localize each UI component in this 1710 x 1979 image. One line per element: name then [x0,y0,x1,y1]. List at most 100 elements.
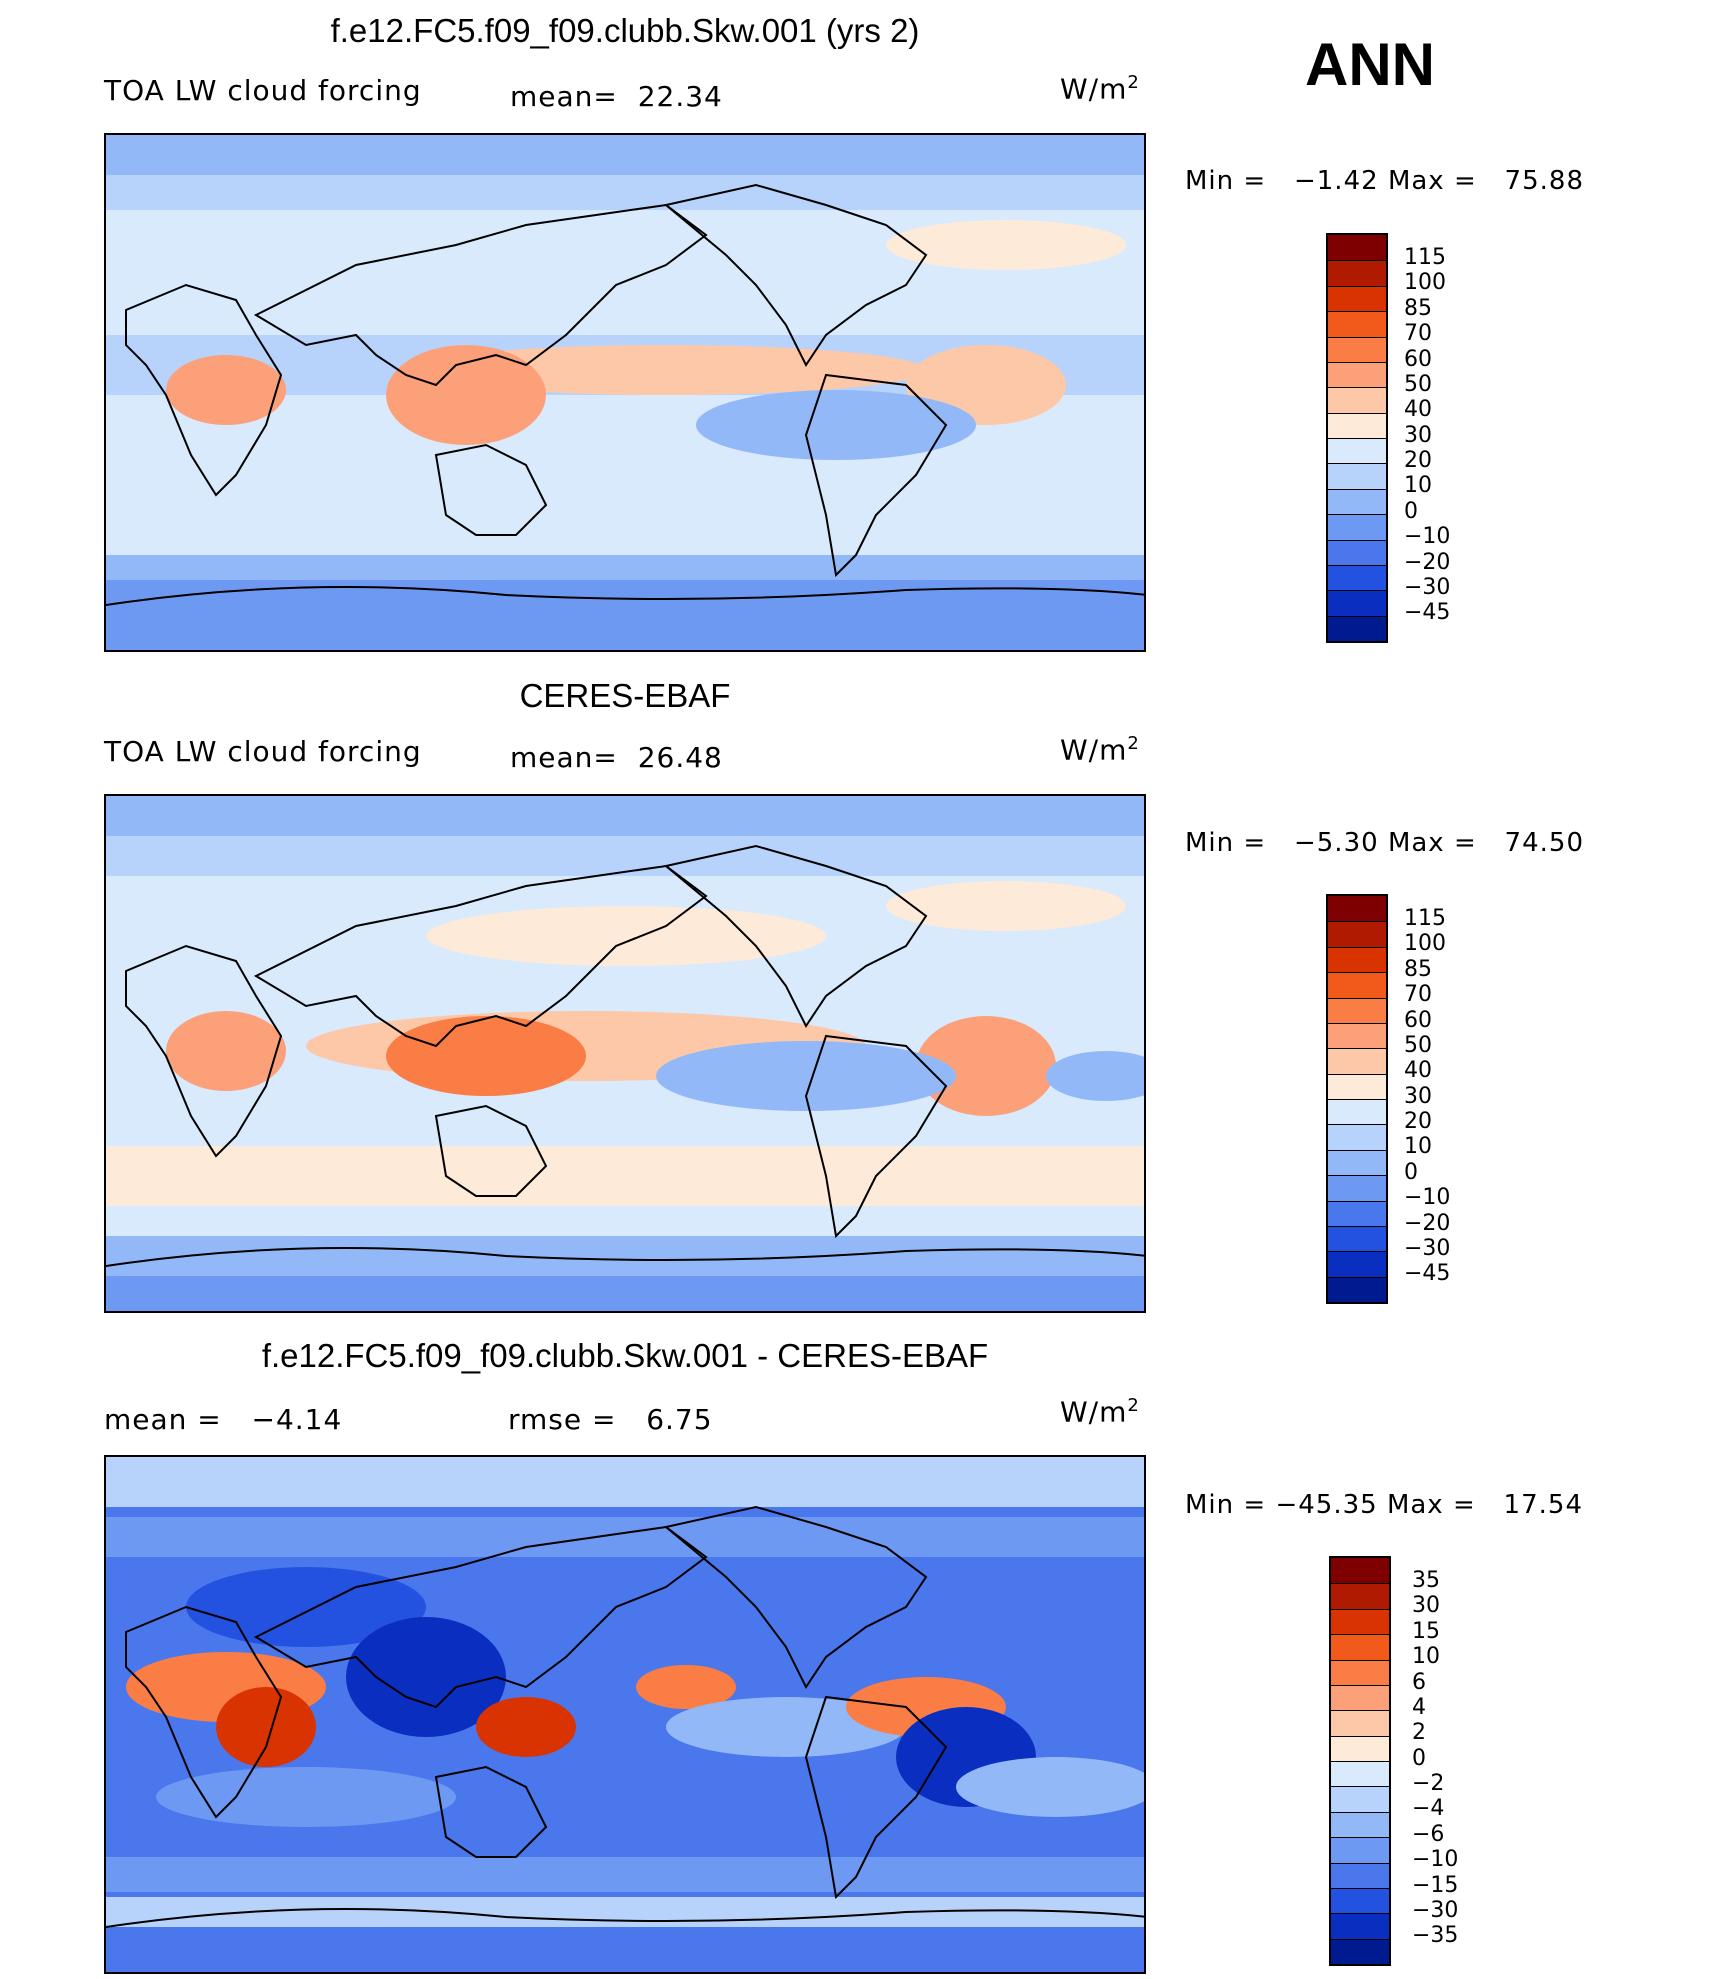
colorbar-tick-label: −10 [1412,1847,1459,1873]
colorbar-swatch [1328,1225,1386,1252]
colorbar-swatch [1331,1583,1389,1609]
panel-1-variable-label: TOA LW cloud forcing [104,74,422,107]
panel-1-max-value: 75.88 [1504,166,1584,196]
colorbar-tick-label: 20 [1404,1109,1432,1134]
colorbar-swatch [1331,1862,1389,1888]
colorbar-tick-label: 20 [1404,448,1432,473]
panel-3-title: f.e12.FC5.f09_f09.clubb.Skw.001 - CERES-… [261,1337,989,1374]
panel-3-mean-label: mean = −4.14 [104,1403,343,1436]
colorbar-swatch [1328,997,1386,1023]
colorbar-swatch [1331,1684,1389,1711]
colorbar-swatch [1328,361,1386,388]
colorbar-tick-label: 15 [1412,1618,1440,1644]
colorbar-tick-label: −20 [1404,1210,1451,1236]
colorbar-swatch [1328,1048,1386,1074]
colorbar-swatch [1328,896,1386,922]
colorbar-tick-label: 10 [1404,473,1432,499]
colorbar-swatch [1331,1761,1389,1787]
panel-1-mean-value: 22.34 [637,80,723,113]
panel-3-rmse-value: 6.75 [646,1403,713,1436]
colorbar-tick-label: −30 [1404,574,1451,600]
panel-2-minmax: Min = −5.30 Max = 74.50 [1185,828,1584,858]
colorbar-swatch [1331,1938,1389,1964]
colorbar-swatch [1328,235,1386,261]
panel-2-mean-label: mean= 26.48 [510,741,723,774]
colorbar-swatch [1328,1276,1386,1302]
panel-1-map [104,133,1146,652]
colorbar-swatch [1328,387,1386,413]
colorbar-swatch [1331,1786,1389,1812]
colorbar-tick-label: −20 [1404,549,1451,575]
panel-2-variable-label: TOA LW cloud forcing [104,735,422,768]
colorbar-tick-label: −30 [1412,1897,1459,1923]
colorbar-swatch [1328,1073,1386,1099]
colorbar-swatch [1328,463,1386,489]
panel-1-colorbar [1326,233,1388,643]
colorbar-tick-label: 85 [1404,295,1432,321]
colorbar-tick-label: 10 [1404,1134,1432,1160]
colorbar-tick-label: −6 [1412,1821,1445,1847]
panel-3-mean-value: −4.14 [251,1403,343,1436]
panel-1-minmax: Min = −1.42 Max = 75.88 [1185,166,1584,196]
colorbar-tick-label: 70 [1404,982,1432,1008]
colorbar-swatch [1331,1608,1389,1635]
colorbar-swatch [1331,1837,1389,1863]
colorbar-tick-label: 100 [1404,931,1446,957]
colorbar-swatch [1331,1735,1389,1761]
colorbar-swatch [1328,1022,1386,1049]
colorbar-tick-label: 30 [1404,1083,1432,1109]
panel-2-mean-value: 26.48 [637,741,723,774]
colorbar-swatch [1328,1175,1386,1201]
colorbar-swatch [1328,285,1386,312]
season-label: ANN [1305,31,1435,98]
panel-2-colorbar [1326,894,1388,1304]
panel-3-colorbar [1329,1556,1391,1966]
colorbar-swatch [1328,1099,1386,1125]
colorbar-swatch [1328,564,1386,591]
panel-2-units: W/m2 [1060,733,1140,767]
colorbar-swatch [1328,1149,1386,1176]
colorbar-tick-label: 40 [1404,397,1432,423]
colorbar-tick-label: 30 [1412,1593,1440,1619]
colorbar-tick-label: 35 [1412,1568,1440,1593]
colorbar-tick-label: −15 [1412,1872,1459,1898]
colorbar-tick-label: 10 [1412,1644,1440,1670]
colorbar-tick-label: 2 [1412,1720,1426,1746]
colorbar-swatch [1331,1634,1389,1660]
colorbar-swatch [1328,539,1386,565]
colorbar-swatch [1328,1124,1386,1150]
panel-2-colorbar-ticks: 115 100 85 70 60 50 40 30 20 10 0 −10 −20 −30 −45 [1404,906,1450,1287]
colorbar-swatch [1328,260,1386,286]
colorbar-tick-label: 115 [1404,906,1446,931]
colorbar-swatch [1328,412,1386,438]
colorbar-swatch [1328,336,1386,362]
panel-1-mean-label: mean= 22.34 [510,80,723,113]
colorbar-tick-label: −4 [1412,1796,1445,1822]
panel-2-min-value: −5.30 [1293,828,1379,858]
colorbar-tick-label: 70 [1404,321,1432,347]
panel-3-units: W/m2 [1060,1395,1140,1429]
colorbar-tick-label: −45 [1404,1261,1451,1287]
colorbar-tick-label: −2 [1412,1771,1445,1796]
colorbar-swatch [1328,946,1386,973]
colorbar-tick-label: 50 [1404,1032,1432,1058]
panel-3-map-field [106,1457,1144,1972]
colorbar-swatch [1331,1558,1389,1584]
colorbar-tick-label: 60 [1404,346,1432,372]
colorbar-swatch [1331,1913,1389,1939]
colorbar-tick-label: 4 [1412,1694,1426,1720]
colorbar-swatch [1328,311,1386,337]
panel-2-map-field [106,796,1144,1311]
colorbar-swatch [1328,514,1386,540]
colorbar-swatch [1328,1251,1386,1277]
colorbar-swatch [1328,590,1386,616]
panel-3-min-value: −45.35 [1275,1490,1378,1520]
colorbar-swatch [1328,921,1386,947]
panel-2-map [104,794,1146,1313]
panel-3-minmax: Min = −45.35 Max = 17.54 [1185,1490,1583,1520]
colorbar-swatch [1328,972,1386,998]
colorbar-swatch [1328,488,1386,515]
colorbar-tick-label: 60 [1404,1007,1432,1033]
colorbar-swatch [1328,615,1386,641]
colorbar-tick-label: −10 [1404,524,1451,550]
